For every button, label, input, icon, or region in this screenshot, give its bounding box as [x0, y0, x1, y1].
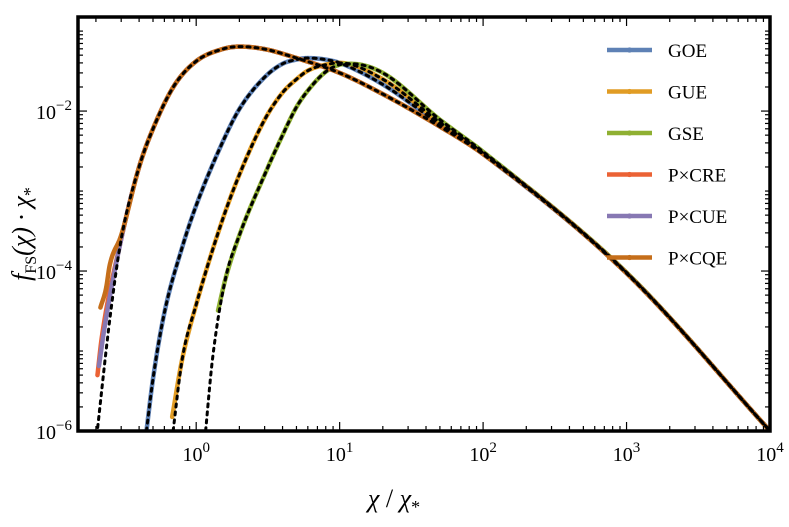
legend-marker-P×CRE	[626, 171, 633, 178]
series-line-P×CUE	[96, 44, 770, 431]
legend-label-P×CQE: P×CQE	[668, 249, 727, 270]
reference-curve-4	[204, 62, 770, 431]
series-point-P×CQE	[98, 305, 103, 310]
series-line-P×CRE	[95, 44, 770, 431]
legend-label-P×CRE: P×CRE	[668, 166, 726, 187]
series-line-GOE	[144, 55, 770, 431]
x-tick-label: 102	[469, 440, 497, 466]
y-tick-label: 10−4	[36, 258, 72, 284]
y-axis-star: *	[20, 187, 40, 196]
series-line-GUE	[169, 60, 770, 431]
plot-frame	[76, 15, 772, 433]
x-tick-label: 100	[182, 440, 210, 466]
reference-curves-layer	[95, 45, 770, 431]
x-axis-star: *	[411, 497, 420, 517]
legend-label-P×CUE: P×CUE	[668, 207, 727, 228]
x-tick-label: 103	[613, 440, 641, 466]
legend-label-GUE: GUE	[668, 83, 707, 104]
y-tick-label: 10−6	[36, 418, 72, 444]
reference-curve-2	[144, 56, 770, 431]
series-point-P×CQE	[108, 262, 112, 267]
legend-marker-P×CUE	[626, 213, 633, 219]
series-line-P×CQE	[98, 44, 770, 431]
reference-curve-1	[95, 45, 770, 431]
legend-label-GSE: GSE	[668, 124, 704, 145]
series-point-GUE	[170, 415, 174, 419]
legend-label-GOE: GOE	[668, 41, 707, 62]
y-axis-f: f	[7, 270, 36, 281]
series-point-P×CUE	[102, 325, 107, 329]
series-point-P×CUE	[97, 364, 101, 368]
legend: GOE GUE GSE P×CRE P×CUE P×CQE	[607, 41, 727, 270]
x-axis-chi: χ	[365, 484, 380, 513]
tick-labels-layer: 100 101 102 103 104 10−6 10−4 10−2	[36, 98, 784, 466]
x-tick-label: 104	[756, 440, 784, 466]
legend-marker-GUE	[626, 88, 633, 95]
series-point-P×CQE	[104, 286, 108, 291]
legend-marker-GSE	[626, 130, 633, 136]
reference-curve-3	[171, 61, 770, 431]
x-axis-title: χ / χ*	[365, 484, 420, 517]
x-axis-sep: /	[379, 484, 399, 513]
x-axis-chi-star: χ	[397, 484, 412, 513]
series-line-GSE	[215, 61, 770, 431]
legend-marker-GOE	[626, 47, 633, 53]
y-axis-sub: FS	[23, 256, 40, 274]
y-axis-paren: (χ) · χ	[7, 196, 36, 256]
series-point-P×CRE	[95, 373, 100, 377]
x-tick-label: 101	[326, 440, 354, 466]
y-axis-title: fFS(χ) · χ*	[7, 187, 40, 281]
legend-marker-P×CQE	[626, 254, 633, 261]
y-tick-label: 10−2	[36, 98, 72, 124]
